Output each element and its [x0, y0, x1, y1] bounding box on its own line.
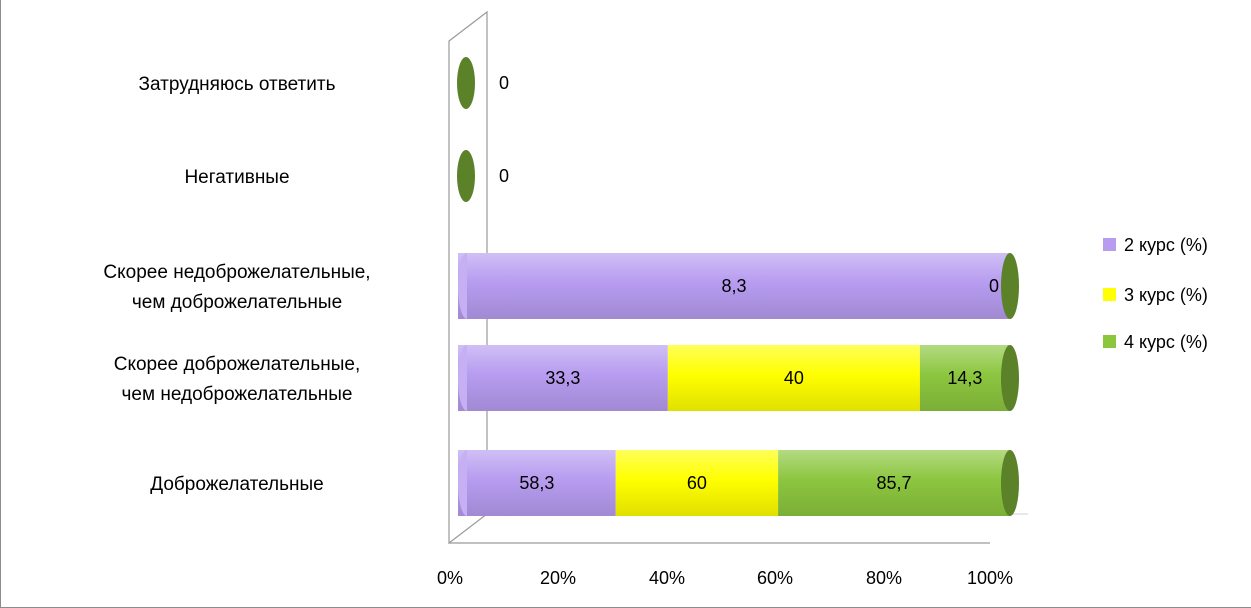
x-tick-label: 40% [649, 568, 685, 588]
legend-swatch [1103, 288, 1116, 301]
category-label: Негативные [184, 167, 289, 188]
x-axis-ticks: 0% 20% 40% 60% 80% 100% [437, 568, 1013, 588]
bar-row: 0 [457, 150, 509, 202]
data-label: 33,3 [545, 368, 580, 388]
bar-segment [667, 345, 920, 411]
category-label: Доброжелательные [150, 474, 323, 495]
bar-segment [458, 450, 616, 516]
data-label: 40 [784, 368, 804, 388]
bar-end-cap [457, 150, 475, 202]
category-label: Скорее доброжелательные, чем недоброжелат… [114, 354, 361, 405]
bars-group: 58,3 60 85,733,3 40 14,38,3 000 [457, 57, 1019, 516]
legend-label: 3 курс (%) [1124, 285, 1208, 305]
bar-row: 33,3 40 14,3 [458, 345, 1019, 411]
bar-end-cap [1001, 345, 1019, 411]
bar-end-cap [1001, 450, 1019, 516]
category-labels: Доброжелательные Скорее доброжелательные,… [103, 74, 370, 495]
category-label: Затрудняюсь ответить [139, 74, 336, 95]
bar-segment [458, 253, 1010, 319]
data-label: 0 [989, 276, 999, 296]
bar-left-curve [458, 345, 467, 411]
legend: 2 курс (%) 3 курс (%) 4 курс (%) [1103, 235, 1208, 352]
x-tick-label: 0% [437, 568, 463, 588]
bar-row: 58,3 60 85,7 [458, 450, 1019, 516]
x-tick-label: 20% [540, 568, 576, 588]
data-label: 60 [687, 473, 707, 493]
bar-left-curve [458, 450, 467, 516]
data-label: 0 [499, 166, 509, 186]
bar-end-cap [457, 57, 475, 109]
legend-swatch [1103, 335, 1116, 348]
bar-end-cap [1001, 253, 1019, 319]
bar-left-curve [458, 253, 467, 319]
x-tick-label: 60% [757, 568, 793, 588]
bar-segment [778, 450, 1010, 516]
legend-label: 2 курс (%) [1124, 235, 1208, 255]
bar-segment [615, 450, 779, 516]
bar-row: 8,3 0 [458, 253, 1019, 319]
data-label: 58,3 [519, 473, 554, 493]
data-label: 8,3 [721, 276, 746, 296]
x-tick-label: 100% [967, 568, 1013, 588]
bar-row: 0 [457, 57, 509, 109]
x-tick-label: 80% [866, 568, 902, 588]
legend-label: 4 курс (%) [1124, 332, 1208, 352]
bar-segment [458, 345, 668, 411]
bar-segment [919, 345, 1010, 411]
category-label: Скорее недоброжелательные, чем доброжелат… [103, 262, 370, 313]
data-label: 14,3 [947, 368, 982, 388]
legend-swatch [1103, 238, 1116, 251]
data-label: 85,7 [877, 473, 912, 493]
data-label: 0 [499, 73, 509, 93]
